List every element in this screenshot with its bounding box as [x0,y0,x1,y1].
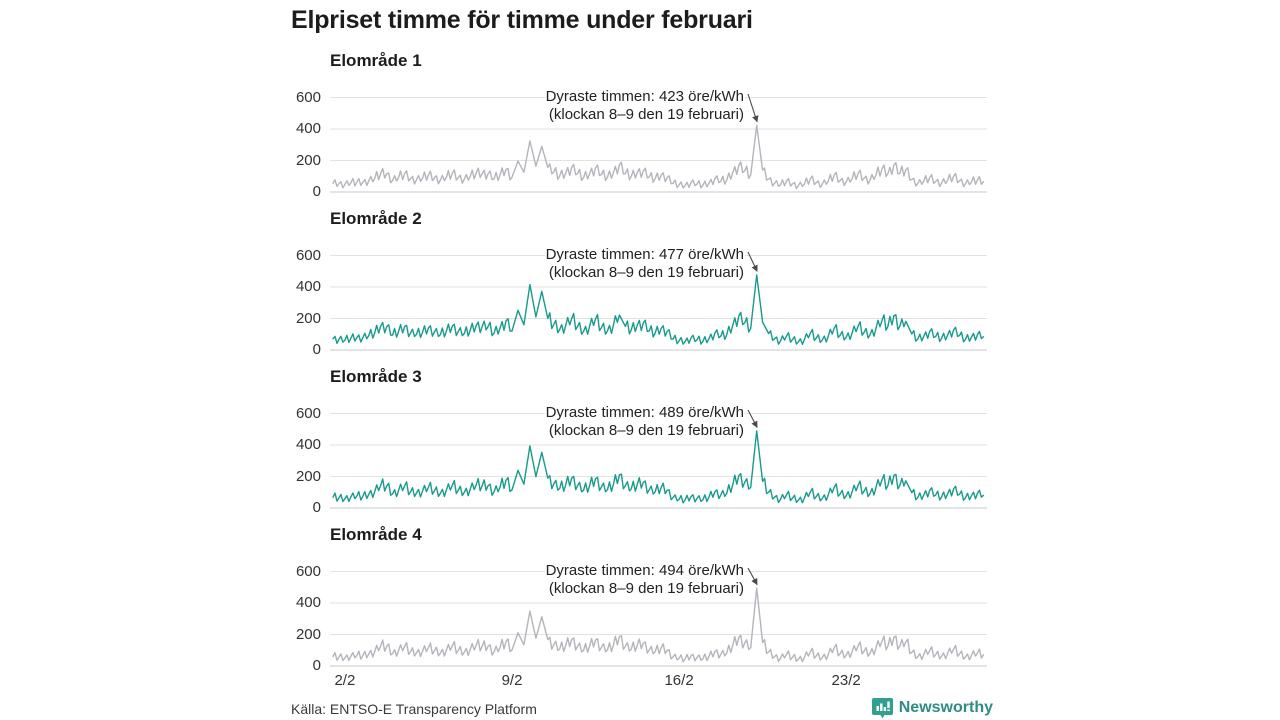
y-tick-label: 200 [295,625,321,643]
panel-title: Elområde 3 [330,367,422,386]
annotation-time-text: (klockan 8–9 den 19 februari) [547,106,745,123]
annotation-price-text: Dyraste timmen: 423 öre/kWh [544,88,745,105]
spike-annotation: Dyraste timmen: 477 öre/kWh (klockan 8–9 … [396,246,745,282]
y-tick-label: 200 [295,467,321,485]
panel-title: Elområde 2 [330,209,422,228]
annotation-time-text: (klockan 8–9 den 19 februari) [547,422,745,439]
y-tick-label: 0 [312,499,321,516]
price-line-elomr-de-3 [332,430,985,504]
y-tick-label: 200 [295,151,321,169]
page-title: Elpriset timme för timme under februari [291,6,753,34]
annotation-arrow [747,567,758,586]
x-tick-label: 2/2 [334,672,356,689]
x-tick-label: 23/2 [831,672,861,689]
y-tick-label: 0 [312,183,321,200]
y-tick-label: 200 [295,309,321,327]
y-tick-label: 600 [295,88,321,106]
annotation-time-text: (klockan 8–9 den 19 februari) [547,580,745,597]
spike-annotation: Dyraste timmen: 423 öre/kWh (klockan 8–9 … [396,88,745,124]
annotation-arrow [747,251,758,272]
x-tick-label: 9/2 [501,672,523,689]
y-tick-label: 400 [295,436,321,453]
y-tick-label: 600 [295,246,321,264]
spike-annotation: Dyraste timmen: 489 öre/kWh (klockan 8–9 … [396,404,745,440]
source-note: Källa: ENTSO-E Transparency Platform [291,701,537,717]
annotation-time-text: (klockan 8–9 den 19 februari) [547,264,745,281]
brand-name: Newsworthy [898,699,993,716]
y-tick-label: 600 [295,404,321,422]
x-tick-label: 16/2 [664,672,694,689]
newsworthy-logo: Newsworthy [871,697,993,719]
y-tick-label: 400 [295,594,321,611]
annotation-price-text: Dyraste timmen: 494 öre/kWh [544,562,745,579]
price-line-elomr-de-4 [332,587,985,663]
y-tick-label: 400 [295,120,321,137]
y-tick-label: 0 [312,657,321,674]
price-line-elomr-de-2 [332,274,985,345]
annotation-arrow [747,409,758,428]
price-line-elomr-de-1 [332,124,985,190]
y-tick-label: 0 [312,341,321,358]
y-tick-label: 400 [295,278,321,295]
annotation-price-text: Dyraste timmen: 489 öre/kWh [544,404,745,421]
newsworthy-bar-chart-icon [871,698,893,719]
spike-annotation: Dyraste timmen: 494 öre/kWh (klockan 8–9 … [396,562,745,598]
y-tick-label: 600 [295,562,321,580]
annotation-price-text: Dyraste timmen: 477 öre/kWh [544,246,745,263]
panel-title: Elområde 1 [330,51,422,70]
annotation-arrow [747,93,759,123]
panel-title: Elområde 4 [330,525,422,544]
